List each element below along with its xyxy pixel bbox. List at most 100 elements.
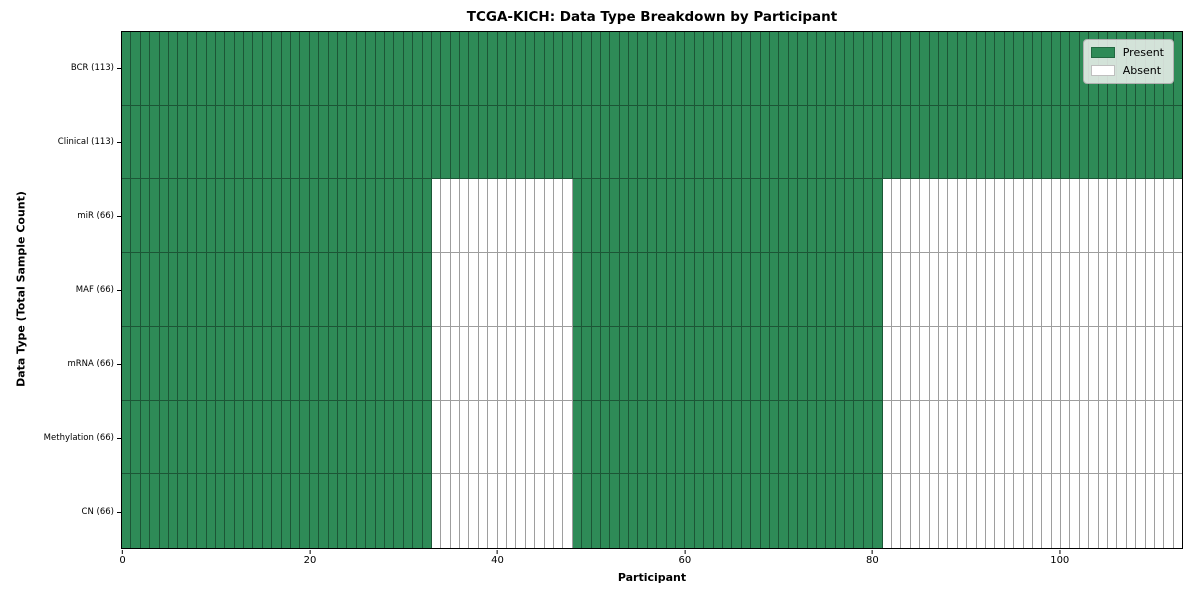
participant-cell bbox=[281, 400, 292, 475]
y-tick-label: Clinical (113) bbox=[57, 137, 114, 147]
participant-cell bbox=[187, 253, 198, 327]
y-tick-mark bbox=[117, 511, 121, 513]
participant-cell bbox=[873, 326, 883, 401]
participant-cell bbox=[300, 400, 310, 475]
absent-swatch-icon bbox=[1090, 65, 1115, 76]
participant-cell bbox=[873, 105, 883, 180]
participant-cell bbox=[187, 400, 198, 475]
data-type-row-mir bbox=[122, 179, 1183, 254]
participant-cell bbox=[394, 32, 404, 106]
participant-cell bbox=[384, 179, 395, 254]
participant-cell bbox=[441, 253, 451, 327]
participant-cell bbox=[666, 32, 677, 106]
participant-cell bbox=[234, 179, 245, 254]
participant-cell bbox=[798, 179, 808, 254]
participant-cell bbox=[845, 326, 855, 401]
participant-cell bbox=[976, 474, 986, 549]
participant-cell bbox=[854, 326, 864, 401]
participant-cell bbox=[328, 253, 338, 327]
participant-cell bbox=[553, 179, 564, 254]
participant-cell bbox=[779, 105, 789, 180]
participant-cell bbox=[1042, 400, 1052, 475]
participant-cell bbox=[647, 400, 658, 475]
participant-cell bbox=[1004, 179, 1015, 254]
participant-cell bbox=[938, 179, 949, 254]
participant-cell bbox=[1014, 400, 1024, 475]
participant-cell bbox=[995, 253, 1005, 327]
participant-cell bbox=[140, 474, 151, 549]
participant-cell bbox=[337, 179, 348, 254]
participant-cell bbox=[816, 179, 827, 254]
participant-cell bbox=[910, 400, 921, 475]
participant-cell bbox=[234, 474, 245, 549]
participant-cell bbox=[572, 179, 583, 254]
x-tick-100: 100 bbox=[1050, 549, 1069, 566]
participant-cell bbox=[741, 105, 752, 180]
participant-cell bbox=[234, 32, 245, 106]
participant-cell bbox=[892, 474, 902, 549]
participant-cell bbox=[629, 105, 639, 180]
participant-cell bbox=[1051, 105, 1062, 180]
participant-cell bbox=[938, 253, 949, 327]
participant-cell bbox=[732, 32, 742, 106]
participant-cell bbox=[976, 326, 986, 401]
participant-cell bbox=[187, 474, 198, 549]
participant-cell bbox=[741, 326, 752, 401]
participant-cell bbox=[1061, 474, 1071, 549]
participant-cell bbox=[225, 326, 235, 401]
participant-cell bbox=[892, 105, 902, 180]
participant-cell bbox=[122, 32, 132, 106]
participant-cell bbox=[1061, 400, 1071, 475]
participant-cell bbox=[929, 400, 939, 475]
participant-cell bbox=[985, 253, 996, 327]
participant-cell bbox=[863, 326, 874, 401]
participant-cell bbox=[610, 32, 620, 106]
participant-cell bbox=[535, 253, 545, 327]
participant-cell bbox=[553, 253, 564, 327]
participant-cell bbox=[647, 32, 658, 106]
participant-cell bbox=[431, 474, 442, 549]
participant-cell bbox=[375, 179, 385, 254]
x-tick-label: 80 bbox=[865, 554, 879, 566]
participant-cell bbox=[769, 400, 780, 475]
participant-cell bbox=[882, 474, 893, 549]
participant-cell bbox=[610, 105, 620, 180]
participant-cell bbox=[694, 179, 705, 254]
participant-cell bbox=[187, 105, 198, 180]
participant-cell bbox=[967, 474, 977, 549]
participant-cell bbox=[300, 474, 310, 549]
participant-cell bbox=[619, 253, 630, 327]
participant-cell bbox=[1089, 253, 1099, 327]
participant-cell bbox=[863, 179, 874, 254]
participant-cell bbox=[892, 32, 902, 106]
y-axis-tick-labels: BCR (113) Clinical (113) miR (66) MAF (66) m… bbox=[0, 31, 121, 549]
participant-cell bbox=[178, 326, 188, 401]
participant-cell bbox=[525, 253, 536, 327]
participant-cell bbox=[845, 179, 855, 254]
participant-cell bbox=[1032, 400, 1043, 475]
participant-cell bbox=[920, 326, 930, 401]
participant-cell bbox=[450, 32, 461, 106]
participant-cell bbox=[713, 474, 723, 549]
participant-cell bbox=[1154, 179, 1165, 254]
participant-cell bbox=[1051, 326, 1062, 401]
participant-cell bbox=[723, 253, 733, 327]
participant-cell bbox=[647, 253, 658, 327]
x-tick-label: 40 bbox=[491, 554, 504, 566]
participant-cell bbox=[1173, 105, 1183, 180]
participant-cell bbox=[1051, 32, 1062, 106]
participant-cell bbox=[197, 32, 207, 106]
participant-cell bbox=[291, 179, 301, 254]
participant-cell bbox=[1117, 326, 1127, 401]
participant-cell bbox=[262, 326, 273, 401]
participant-cell bbox=[863, 105, 874, 180]
participant-cell bbox=[516, 326, 526, 401]
participant-cell bbox=[225, 179, 235, 254]
x-tick-40: 40 bbox=[491, 549, 504, 566]
participant-cell bbox=[610, 253, 620, 327]
participant-cell bbox=[816, 105, 827, 180]
legend: Present Absent bbox=[1082, 39, 1174, 84]
participant-cell bbox=[122, 474, 132, 549]
participant-cell bbox=[882, 253, 893, 327]
participant-cell bbox=[535, 326, 545, 401]
